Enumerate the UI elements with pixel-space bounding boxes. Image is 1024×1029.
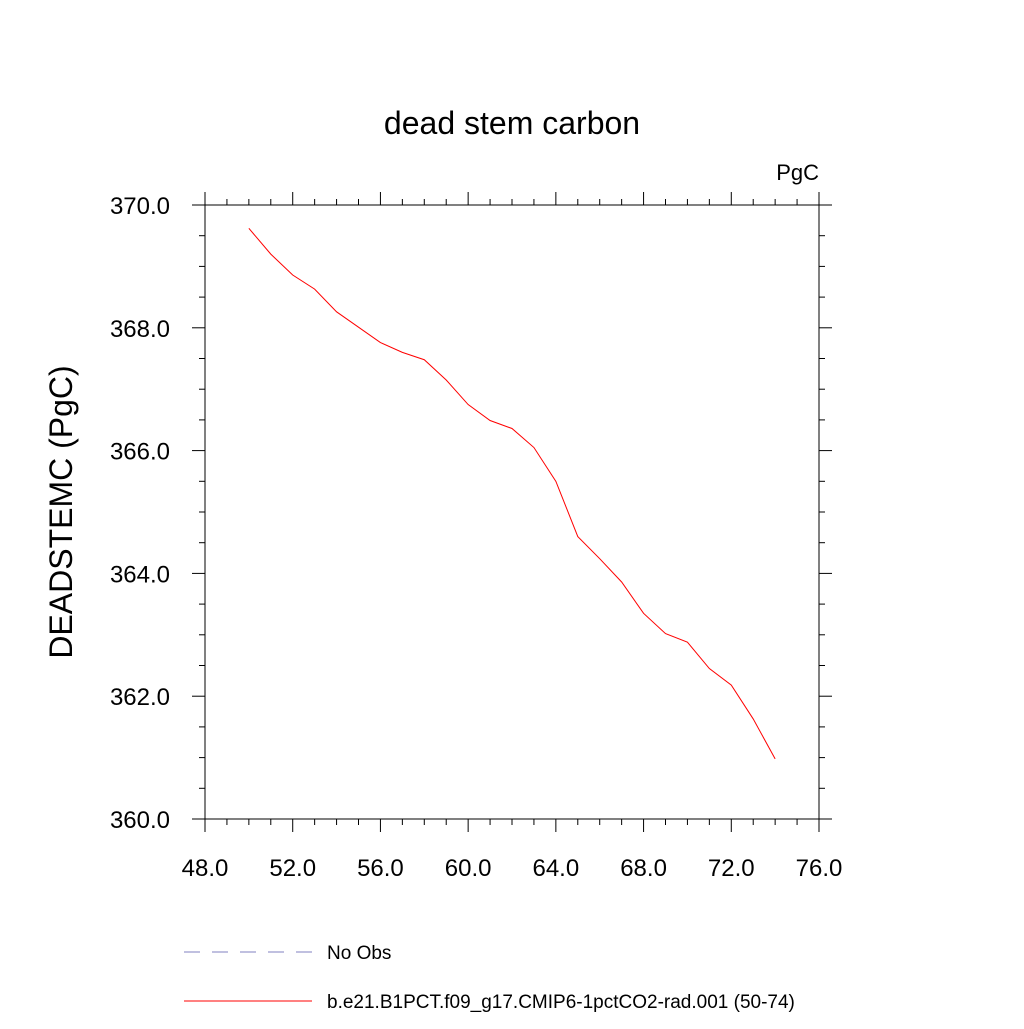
plot-frame (204, 204, 820, 820)
x-tick-label: 68.0 (620, 855, 667, 882)
x-tick-label: 60.0 (445, 855, 492, 882)
legend-label: No Obs (327, 943, 391, 964)
legend: No Obs b.e21.B1PCT.f09_g17.CMIP6-1pctCO2-… (184, 943, 795, 1013)
axis-ticks (192, 192, 832, 832)
x-tick-label: 52.0 (269, 855, 316, 882)
axis-tick-labels: 48.0 52.0 56.0 60.0 64.0 68.0 72.0 76.0 360.0 362… (110, 193, 842, 882)
x-tick-label: 48.0 (182, 855, 229, 882)
series-line (248, 228, 776, 760)
chart-title: dead stem carbon (384, 105, 640, 141)
y-tick-label: 360.0 (110, 807, 170, 834)
y-axis-label: DEADSTEMC (PgC) (43, 365, 79, 658)
y-tick-label: 366.0 (110, 439, 170, 466)
x-tick-label: 72.0 (708, 855, 755, 882)
y-tick-label: 362.0 (110, 684, 170, 711)
legend-label: b.e21.B1PCT.f09_g17.CMIP6-1pctCO2-rad.00… (327, 992, 795, 1013)
y-tick-label: 364.0 (110, 561, 170, 588)
y-tick-label: 368.0 (110, 316, 170, 343)
y-tick-label: 370.0 (110, 193, 170, 220)
plot-lines (248, 228, 776, 760)
x-tick-label: 64.0 (532, 855, 579, 882)
units-label: PgC (776, 160, 819, 185)
x-tick-label: 76.0 (796, 855, 843, 882)
x-tick-label: 56.0 (357, 855, 404, 882)
